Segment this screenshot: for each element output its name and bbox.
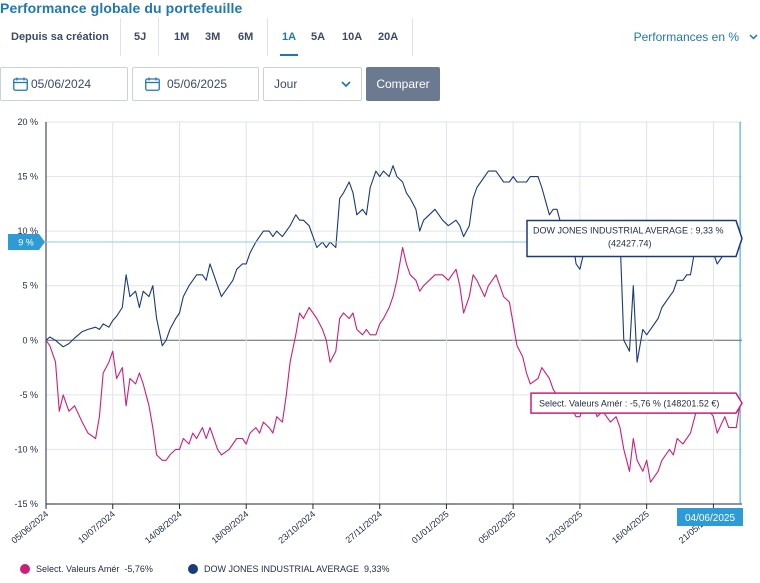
tooltip-dow-jones-line1: DOW JONES INDUSTRIAL AVERAGE : 9,33 %: [533, 225, 724, 235]
tab-divider: [120, 18, 121, 56]
y-tick-label: 0 %: [22, 335, 38, 345]
hover-cursor: 9 % 04/06/2025: [8, 122, 743, 526]
y-tick-label: 10 %: [17, 226, 38, 236]
period-tabs: Depuis sa création 5J 1M 3M 6M 1A 5A 10A…: [0, 18, 760, 56]
tab-10y[interactable]: 10A: [342, 31, 363, 43]
y-tick-label: -5 %: [19, 390, 38, 400]
tab-3m[interactable]: 3M: [205, 31, 221, 43]
calendar-icon: [145, 77, 160, 91]
series-line: [45, 246, 741, 483]
y-tick-label: 20 %: [17, 117, 38, 127]
y-tick-label: -15 %: [14, 499, 38, 509]
legend-swatch: [188, 564, 198, 574]
x-tick-label: 01/01/2025: [410, 509, 451, 546]
tab-1m[interactable]: 1M: [174, 31, 190, 43]
start-date-field[interactable]: 05/06/2024: [0, 67, 128, 101]
chevron-down-icon: [341, 80, 351, 87]
end-date-value: 05/06/2025: [167, 77, 228, 91]
tab-divider: [267, 18, 268, 56]
y-axis-ticks: -15 % -10 % -5 % 0 % 5 % 10 % 15 % 20 %: [14, 117, 47, 509]
y-tick-label: 15 %: [17, 172, 38, 182]
chart-grid: [45, 121, 742, 505]
x-tick-label: 10/07/2024: [76, 509, 117, 546]
start-date-value: 05/06/2024: [31, 77, 92, 91]
end-date-field[interactable]: 05/06/2025: [132, 67, 259, 101]
x-tick-label: 18/09/2024: [210, 509, 251, 546]
legend-item-dow-jones[interactable]: DOW JONES INDUSTRIAL AVERAGE 9,33%: [188, 564, 390, 574]
y-tick-label: -10 %: [14, 444, 38, 454]
legend-series-name: Select. Valeurs Amér: [36, 564, 120, 574]
compare-button[interactable]: Comparer: [366, 67, 440, 101]
x-cursor-label: 04/06/2025: [685, 513, 735, 524]
legend-swatch: [20, 564, 30, 574]
legend-series-name: DOW JONES INDUSTRIAL AVERAGE: [204, 564, 360, 574]
tooltip-dow-jones-line2: (42427.74): [608, 238, 652, 248]
x-tick-label: 23/10/2024: [276, 509, 317, 546]
y-tick-label: 5 %: [22, 281, 38, 291]
tooltip-portfolio: [530, 392, 743, 414]
chart-series: [45, 165, 741, 483]
x-tick-label: 16/04/2025: [610, 509, 651, 546]
y-cursor-label: 9 %: [18, 238, 34, 248]
x-axis-ticks: 05/06/2024 10/07/2024 14/08/2024 18/09/2024…: [9, 503, 742, 546]
granularity-select[interactable]: Jour: [263, 67, 362, 101]
performance-mode-label: Performances en %: [633, 30, 739, 44]
tab-5y[interactable]: 5A: [311, 31, 326, 43]
calendar-icon: [13, 77, 28, 91]
tab-divider: [412, 18, 413, 56]
chevron-down-icon: [749, 34, 758, 40]
legend-series-value: 9,33%: [364, 564, 390, 574]
performance-chart: -15 % -10 % -5 % 0 % 5 % 10 % 15 % 20 % 05/06/2…: [8, 117, 743, 546]
tab-6m[interactable]: 6M: [238, 31, 254, 43]
tab-since-creation[interactable]: Depuis sa création: [11, 31, 109, 43]
x-tick-label: 05/02/2025: [477, 509, 518, 546]
x-tick-label: 14/08/2024: [143, 509, 184, 546]
granularity-value: Jour: [274, 77, 298, 91]
x-cursor-badge: [677, 508, 743, 526]
x-tick-label: 27/11/2024: [344, 509, 384, 545]
series-line: [45, 165, 741, 363]
tab-1y[interactable]: 1A: [279, 18, 299, 56]
x-tick-label: 05/06/2024: [9, 509, 50, 546]
tab-20y[interactable]: 20A: [378, 31, 399, 43]
tooltip-portfolio-line1: Select. Valeurs Amér : -5,76 % (148201.5…: [539, 399, 719, 409]
legend-item-portfolio[interactable]: Select. Valeurs Amér -5,76%: [20, 564, 153, 574]
y-cursor-badge: [8, 234, 45, 251]
performance-mode-dropdown[interactable]: Performances en %: [634, 30, 758, 44]
tab-5d[interactable]: 5J: [134, 31, 147, 43]
chart-tooltips: DOW JONES INDUSTRIAL AVERAGE : 9,33 % (42…: [526, 219, 743, 414]
tab-divider: [158, 18, 159, 56]
legend-series-value: -5,76%: [124, 564, 153, 574]
page-title: Performance globale du portefeuille: [0, 0, 243, 16]
tooltip-dow-jones: [526, 219, 743, 258]
x-tick-label: 12/03/2025: [543, 509, 584, 546]
